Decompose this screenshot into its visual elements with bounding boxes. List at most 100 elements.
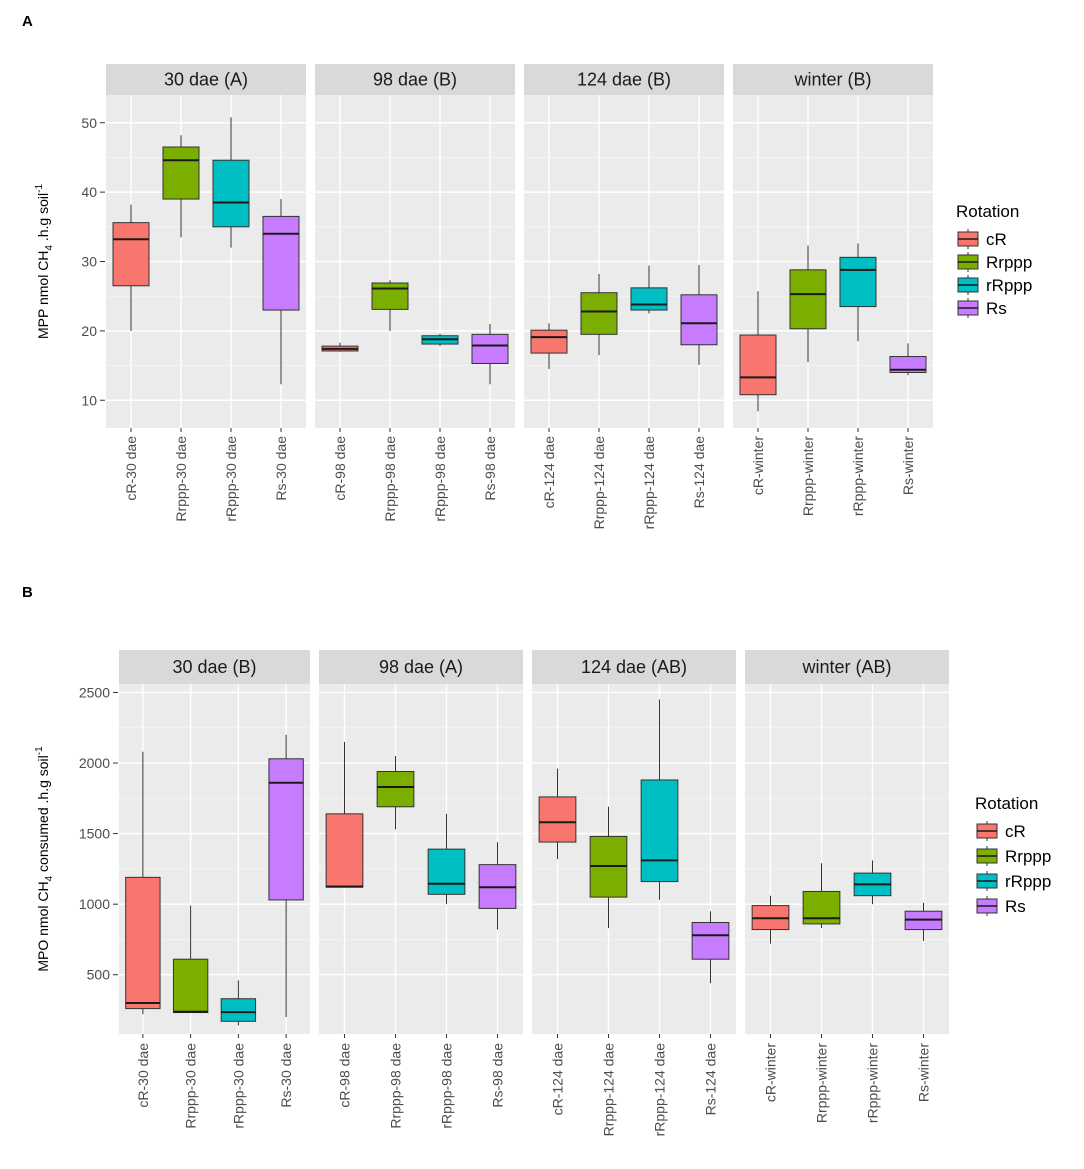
facet-strip-label: 30 dae (B) xyxy=(172,657,256,677)
x-category-label: rRppp-30 dae xyxy=(223,436,239,522)
box-cR xyxy=(321,342,359,352)
box-cR xyxy=(325,741,364,888)
facet-strip-label: winter (B) xyxy=(793,70,871,90)
box-cR xyxy=(739,291,777,412)
x-category-label: rRppp-124 dae xyxy=(641,436,657,530)
box-Rrppp xyxy=(162,135,200,238)
facet-strip-label: 124 dae (AB) xyxy=(581,657,687,677)
box-cR xyxy=(751,895,790,944)
box-iqr xyxy=(789,269,827,330)
box-cR xyxy=(538,768,577,859)
facet-strip xyxy=(532,650,736,684)
box-rRppp xyxy=(853,860,892,905)
legend-label: Rrppp xyxy=(1005,847,1051,866)
facet-strip xyxy=(119,650,310,684)
facet-strip-label: 98 dae (B) xyxy=(373,70,457,90)
facet-strip xyxy=(315,64,515,95)
box-iqr xyxy=(680,294,718,346)
facet-4: winter (AB) cR-winter Rrppp-winter rRppp-wi… xyxy=(745,650,949,1123)
y-tick-label: 20 xyxy=(81,323,97,339)
box-cR xyxy=(530,323,568,370)
x-category-label: Rs-30 dae xyxy=(273,436,289,501)
facet-panel xyxy=(745,684,949,1034)
facet-2: 98 dae (A) cR-98 dae Rrppp-98 dae rRppp-98 … xyxy=(319,650,523,1129)
box-iqr xyxy=(212,159,250,228)
facet-1: 30 dae (A) cR-30 dae Rrppp-30 dae rRppp-30 … xyxy=(106,64,306,522)
box-Rs xyxy=(904,902,943,941)
legend-label: cR xyxy=(986,230,1007,249)
box-rRppp xyxy=(220,980,257,1026)
x-category-label: rRppp-winter xyxy=(850,436,866,516)
box-iqr xyxy=(640,779,679,883)
facet-strip-label: 30 dae (A) xyxy=(164,70,248,90)
box-iqr xyxy=(530,329,568,354)
x-category-label: rRppp-98 dae xyxy=(432,436,448,522)
y-tick-label: 40 xyxy=(81,184,97,200)
legend-label: rRppp xyxy=(986,276,1032,295)
x-category-label: Rrppp-124 dae xyxy=(601,1043,617,1137)
x-category-label: Rrppp-98 dae xyxy=(382,436,398,522)
facet-3: 124 dae (AB) cR-124 dae Rrppp-124 dae rRppp… xyxy=(532,650,736,1136)
box-iqr xyxy=(220,998,257,1022)
facet-strip-label: 98 dae (A) xyxy=(379,657,463,677)
box-iqr xyxy=(889,356,927,374)
box-Rs xyxy=(478,842,517,930)
facet-1: 30 dae (B) cR-30 dae Rrppp-30 dae rRppp-30 … xyxy=(119,650,310,1129)
box-iqr xyxy=(112,222,150,287)
y-tick-label: 30 xyxy=(81,254,97,270)
box-rRppp xyxy=(427,813,466,905)
box-iqr xyxy=(162,146,200,200)
y-tick-label: 2500 xyxy=(79,684,110,700)
x-category-label: Rrppp-30 dae xyxy=(183,1043,199,1129)
box-Rrppp xyxy=(789,245,827,363)
legend-label: Rs xyxy=(1005,897,1026,916)
box-iqr xyxy=(630,287,668,311)
y-tick-label: 50 xyxy=(81,115,97,131)
x-category-label: cR-30 dae xyxy=(135,1043,151,1108)
box-rRppp xyxy=(630,265,668,314)
box-iqr xyxy=(538,796,577,843)
x-category-label: Rs-124 dae xyxy=(691,436,707,509)
facet-panel xyxy=(532,684,736,1034)
y-axis-title: MPP nmol CH4 .h.g soil-1 xyxy=(34,184,55,339)
facet-strip-label: 124 dae (B) xyxy=(577,70,671,90)
box-Rs xyxy=(889,343,927,376)
y-tick-label: 500 xyxy=(87,967,111,983)
box-cR xyxy=(125,751,161,1015)
x-category-label: cR-winter xyxy=(763,1043,779,1102)
x-category-label: cR-124 dae xyxy=(550,1043,566,1116)
y-tick-label: 2000 xyxy=(79,755,110,771)
box-iqr xyxy=(376,771,415,808)
x-category-label: Rs-30 dae xyxy=(278,1043,294,1108)
x-category-label: cR-98 dae xyxy=(332,436,348,501)
x-category-label: Rrppp-winter xyxy=(814,1043,830,1123)
legend-title: Rotation xyxy=(975,794,1038,813)
facet-3: 124 dae (B) cR-124 dae Rrppp-124 dae rRppp-… xyxy=(524,64,724,529)
facet-2: 98 dae (B) cR-98 dae Rrppp-98 dae rRppp-98 … xyxy=(315,64,515,522)
x-category-label: Rs-98 dae xyxy=(490,1043,506,1108)
box-iqr xyxy=(172,958,209,1014)
box-Rrppp xyxy=(376,755,415,830)
box-Rs xyxy=(691,911,730,984)
legend-label: cR xyxy=(1005,822,1026,841)
x-category-label: rRppp-98 dae xyxy=(439,1043,455,1129)
box-iqr xyxy=(371,282,409,310)
x-category-label: cR-30 dae xyxy=(123,436,139,501)
legend: Rotation cR Rrppp rRppp Rs xyxy=(975,794,1051,916)
y-tick-label: 1500 xyxy=(79,826,110,842)
box-Rs xyxy=(471,323,509,385)
box-iqr xyxy=(427,848,466,895)
facet-strip-label: winter (AB) xyxy=(801,657,891,677)
x-category-label: Rs-98 dae xyxy=(482,436,498,501)
facet-strip xyxy=(733,64,933,95)
y-axis-title: MPO nmol CH4 consumed .h.g soil-1 xyxy=(34,746,55,972)
box-rRppp xyxy=(640,699,679,900)
chart-A: A MPP nmol CH4 .h.g soil-1 10 20 30 40 50 30 da… xyxy=(22,13,1032,529)
x-category-label: rRppp-30 dae xyxy=(230,1043,246,1129)
box-Rrppp xyxy=(802,863,841,929)
box-rRppp xyxy=(212,117,250,248)
box-cR xyxy=(112,204,150,331)
legend: Rotation cR Rrppp rRppp Rs xyxy=(956,202,1032,318)
facet-strip xyxy=(106,64,306,95)
